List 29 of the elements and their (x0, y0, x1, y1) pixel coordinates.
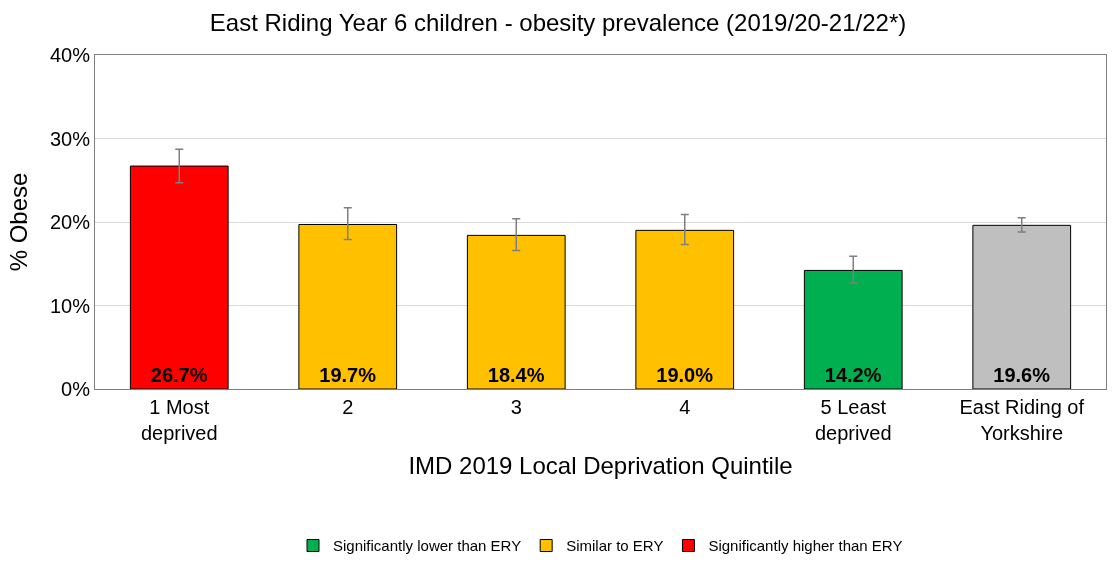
bar (972, 224, 1072, 389)
x-axis-title: IMD 2019 Local Deprivation Quintile (408, 452, 793, 480)
bar (129, 165, 229, 389)
data-label: 19.0% (656, 364, 714, 386)
y-tick-label: 10% (49, 294, 91, 317)
y-axis-title: % Obese (5, 172, 33, 272)
data-label: 19.6% (993, 364, 1051, 386)
y-tick-label: 30% (49, 127, 91, 150)
data-label: 19.7% (319, 364, 377, 386)
legend-label: Similar to ERY (566, 537, 664, 555)
data-label: 18.4% (487, 364, 545, 386)
bar (466, 234, 566, 389)
x-tick-label: 5 Least deprived (814, 396, 892, 444)
y-tick-label: 40% (49, 44, 91, 66)
bar (803, 269, 903, 389)
x-tick-label: 4 (679, 396, 691, 418)
y-tick-label: 0% (61, 378, 91, 400)
y-tick-label: 20% (49, 211, 91, 233)
legend-label: Significantly higher than ERY (708, 537, 903, 555)
x-tick-label: East Riding of Yorkshire (959, 396, 1085, 444)
data-label: 26.7% (150, 364, 208, 386)
x-tick-label: 2 (342, 396, 354, 418)
legend-label: Significantly lower than ERY (333, 537, 522, 555)
x-tick-label: 3 (510, 396, 522, 418)
data-label: 14.2% (824, 364, 882, 386)
bar (635, 229, 735, 389)
chart-title: East Riding Year 6 children - obesity prevalence (2019/20-21/22*) (209, 9, 907, 37)
x-tick-label: 1 Most deprived (140, 396, 218, 444)
bar (298, 224, 398, 389)
